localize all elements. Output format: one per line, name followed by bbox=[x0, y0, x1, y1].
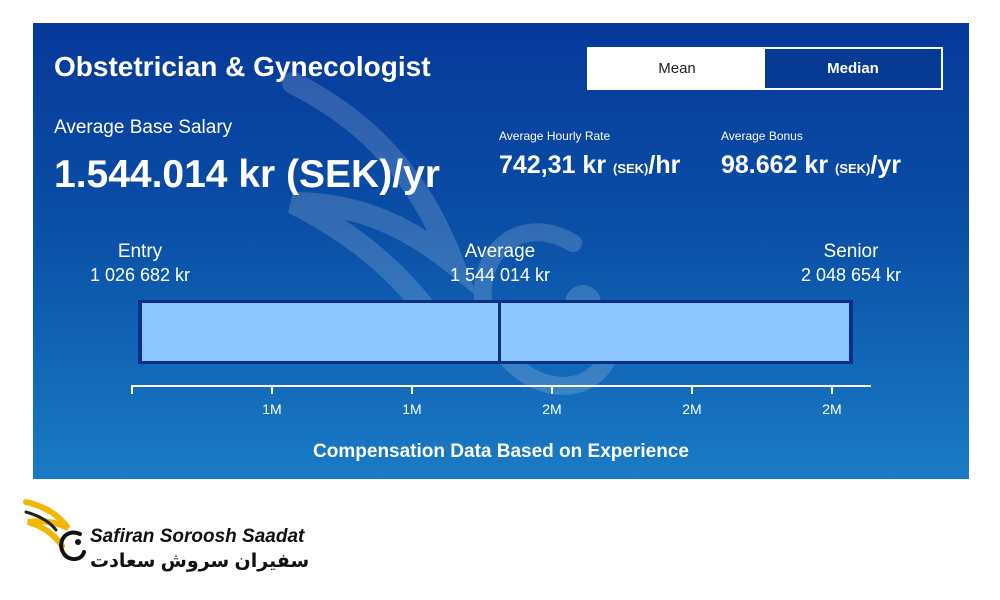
mean-button[interactable]: Mean bbox=[589, 49, 765, 88]
entry-name: Entry bbox=[117, 241, 163, 262]
bonus-suffix: /yr bbox=[870, 151, 901, 179]
average-name: Average bbox=[464, 241, 536, 262]
logo-text-en: Safiran Soroosh Saadat bbox=[90, 526, 305, 547]
x-tick-mark bbox=[411, 385, 413, 394]
hourly-rate-label: Average Hourly Rate bbox=[499, 129, 611, 143]
senior-value: 2 048 654 kr bbox=[800, 265, 902, 285]
bonus-amount: 98.662 kr bbox=[721, 151, 829, 179]
x-tick-mark bbox=[691, 385, 693, 394]
senior-name: Senior bbox=[823, 241, 879, 262]
bonus-label: Average Bonus bbox=[721, 129, 803, 143]
x-tick-mark bbox=[131, 385, 133, 394]
page-title: Obstetrician & Gynecologist bbox=[54, 51, 431, 82]
x-axis bbox=[131, 385, 871, 387]
phoenix-wing-icon bbox=[23, 499, 86, 561]
company-logo: Safiran Soroosh Saadat سفیران سروش سعادت bbox=[22, 496, 309, 580]
hourly-suffix: /hr bbox=[648, 151, 681, 179]
average-value: 1 544 014 kr bbox=[449, 265, 551, 285]
x-tick-label: 2M bbox=[822, 401, 842, 417]
average-marker bbox=[498, 300, 502, 364]
x-tick-mark bbox=[271, 385, 273, 394]
hourly-unit: (SEK) bbox=[613, 161, 649, 176]
mean-median-toggle[interactable]: Mean Median bbox=[587, 47, 943, 90]
hourly-rate-value: 742,31 kr (SEK)/hr bbox=[499, 151, 680, 180]
entry-level: Entry 1 026 682 kr bbox=[70, 241, 210, 286]
base-salary-value: 1.544.014 kr (SEK)/yr bbox=[54, 153, 440, 196]
salary-range-bar bbox=[138, 300, 853, 364]
base-salary-label: Average Base Salary bbox=[54, 117, 233, 138]
x-tick-label: 2M bbox=[682, 401, 702, 417]
salary-range-fill bbox=[142, 303, 849, 361]
bonus-value: 98.662 kr (SEK)/yr bbox=[721, 151, 901, 180]
bonus-unit: (SEK) bbox=[835, 161, 871, 176]
x-tick-label: 2M bbox=[542, 401, 562, 417]
x-tick-mark bbox=[831, 385, 833, 394]
logo-text-fa: سفیران سروش سعادت bbox=[90, 551, 310, 572]
median-button[interactable]: Median bbox=[765, 49, 941, 88]
x-tick-label: 1M bbox=[262, 401, 282, 417]
average-level: Average 1 544 014 kr bbox=[430, 241, 570, 286]
entry-value: 1 026 682 kr bbox=[89, 265, 191, 285]
chart-caption: Compensation Data Based on Experience bbox=[313, 441, 689, 462]
senior-level: Senior 2 048 654 kr bbox=[781, 241, 921, 286]
x-tick-label: 1M bbox=[402, 401, 422, 417]
salary-panel: Obstetrician & Gynecologist Mean Median … bbox=[33, 23, 969, 479]
x-tick-mark bbox=[551, 385, 553, 394]
hourly-amount: 742,31 kr bbox=[499, 151, 607, 179]
